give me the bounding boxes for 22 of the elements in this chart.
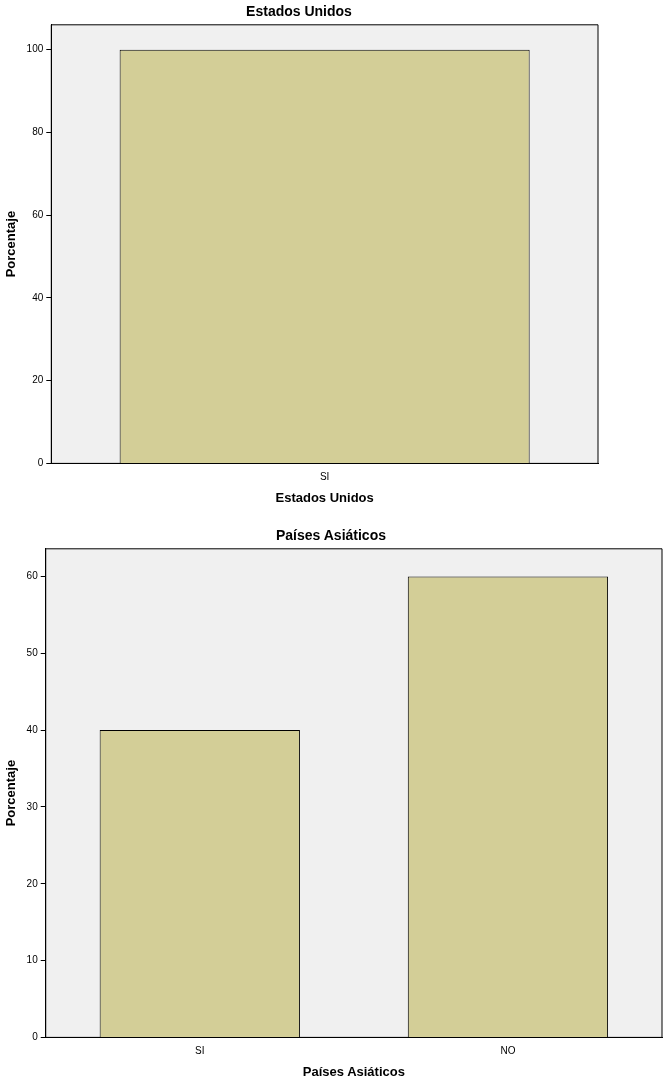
chart-title: Países Asiáticos bbox=[276, 527, 387, 544]
y-tick-label: 60 bbox=[32, 208, 44, 220]
y-tick-label: 60 bbox=[26, 570, 39, 582]
y-tick-label: 10 bbox=[26, 954, 39, 966]
y-tick-label: 40 bbox=[26, 723, 39, 735]
y-tick-label: 100 bbox=[26, 43, 44, 55]
x-tick-label: NO bbox=[500, 1045, 516, 1057]
y-tick-label: 20 bbox=[26, 877, 39, 889]
y-tick-label: 20 bbox=[32, 374, 44, 386]
x-axis-title: Estados Unidos bbox=[275, 489, 374, 505]
y-axis-title: Porcentaje bbox=[3, 759, 19, 827]
y-tick-label: 30 bbox=[26, 800, 39, 812]
y-axis-title: Porcentaje bbox=[3, 210, 19, 278]
x-axis-title: Países Asiáticos bbox=[302, 1063, 405, 1079]
x-tick-label: SI bbox=[319, 471, 330, 483]
x-tick-label: SI bbox=[195, 1045, 205, 1057]
y-tick-label: 80 bbox=[32, 126, 44, 138]
y-tick-label: 0 bbox=[32, 1031, 39, 1043]
y-tick-label: 40 bbox=[32, 291, 44, 303]
y-tick-label: 0 bbox=[37, 457, 44, 469]
chart-title: Estados Unidos bbox=[246, 3, 353, 20]
y-tick-label: 50 bbox=[26, 647, 39, 659]
